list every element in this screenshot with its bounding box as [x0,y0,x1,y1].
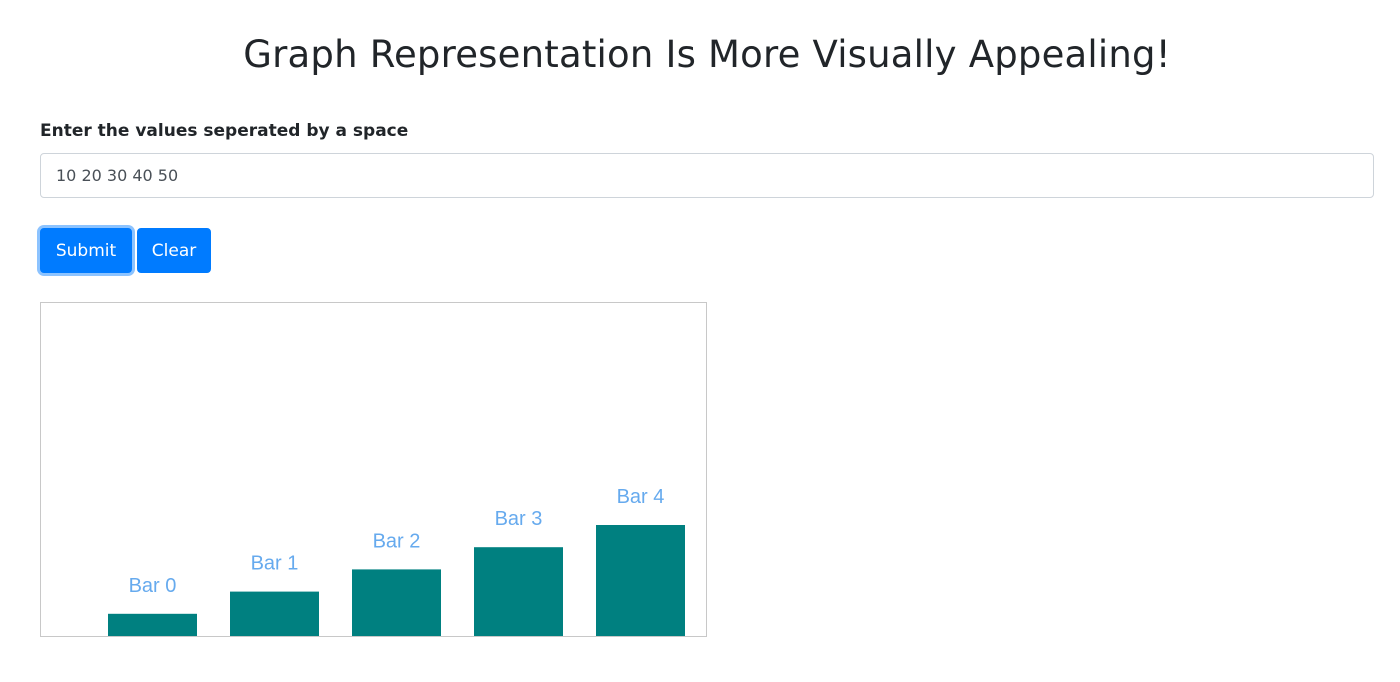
bar-chart-canvas: Bar 0 Bar 1 Bar 2 Bar 3 Bar 4 [108,486,685,636]
bar-label-4: Bar 4 [617,486,665,508]
bar-label-1: Bar 1 [251,553,299,575]
bar-0 [108,613,197,636]
bar-label-3: Bar 3 [495,508,543,530]
clear-button[interactable]: Clear [137,228,211,273]
bar-chart: Bar 0 Bar 1 Bar 2 Bar 3 Bar 4 [40,302,707,637]
values-field-label: Enter the values seperated by a space [40,121,409,141]
bar-4 [596,525,685,636]
page-title: Graph Representation Is More Visually Ap… [243,33,1171,76]
values-input[interactable] [40,153,1374,198]
submit-button[interactable]: Submit [40,228,132,273]
bar-3 [474,547,563,636]
bar-2 [352,569,441,636]
bar-label-2: Bar 2 [373,530,421,552]
bar-label-0: Bar 0 [129,575,177,597]
bar-1 [230,591,319,636]
